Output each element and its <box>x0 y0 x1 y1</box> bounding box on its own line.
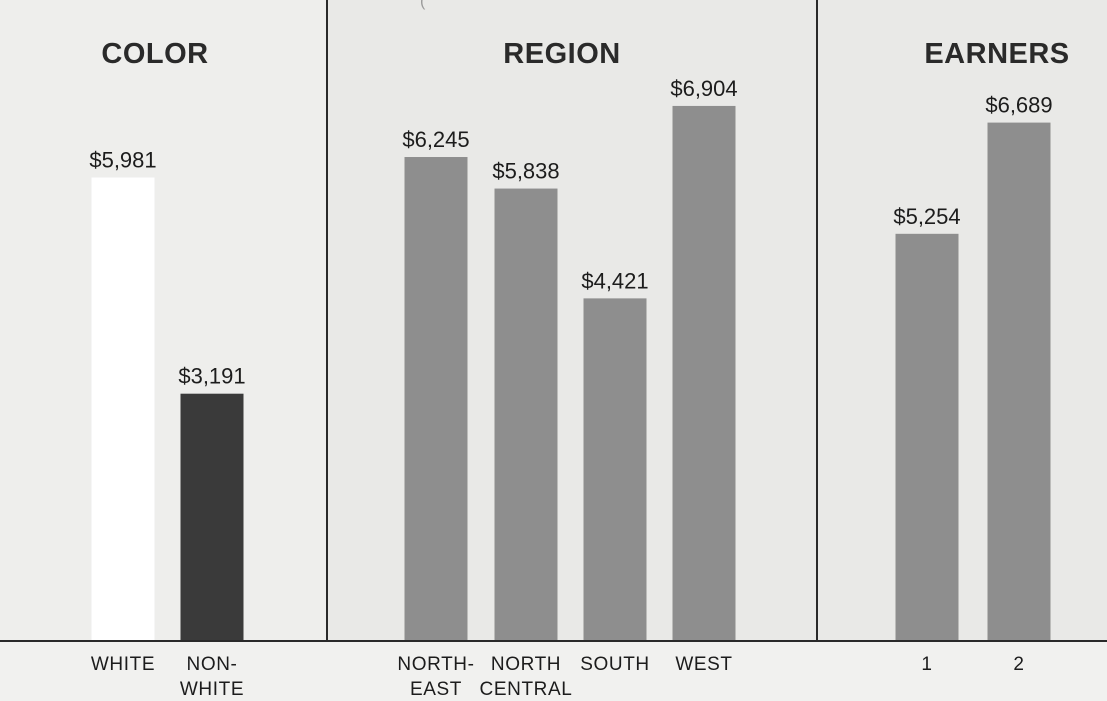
bar <box>987 122 1051 642</box>
value-label: $5,981 <box>89 147 156 172</box>
bar <box>494 188 558 641</box>
value-label: $6,245 <box>402 127 469 152</box>
tick-label: SOUTH <box>580 654 650 675</box>
panel-title-earners: EARNERS <box>924 38 1069 70</box>
panel-background <box>0 0 327 641</box>
tick-label: 1 <box>921 654 932 675</box>
value-label: $5,838 <box>492 159 559 184</box>
labels: ( COLOR $5,981 WHITE $3,191 NON- WHITE REGION $6… <box>89 0 1069 700</box>
value-label: $4,421 <box>581 268 648 293</box>
value-label: $3,191 <box>178 364 245 389</box>
value-label: $5,254 <box>893 204 960 229</box>
panel-title-region: REGION <box>503 38 620 70</box>
tick-label: 2 <box>1013 654 1024 675</box>
tick-label: WEST <box>675 654 732 675</box>
bar <box>404 157 468 641</box>
panel-title-color: COLOR <box>101 38 208 70</box>
bar <box>583 298 647 641</box>
bar <box>180 393 244 641</box>
tick-label: NORTH- <box>397 654 474 675</box>
bars <box>91 105 1051 642</box>
value-label: $6,689 <box>985 93 1052 118</box>
tick-label: NORTH <box>491 654 561 675</box>
top-note: ( <box>420 0 426 10</box>
axes <box>0 0 1107 642</box>
tick-label: CENTRAL <box>480 679 573 700</box>
panel-background <box>327 0 817 641</box>
bar <box>91 177 155 641</box>
tick-label: WHITE <box>180 679 244 700</box>
bar <box>672 105 736 641</box>
value-label: $6,904 <box>670 76 737 101</box>
bar <box>895 233 959 641</box>
tick-label: WHITE <box>91 654 155 675</box>
panel-background <box>817 0 1107 641</box>
tick-label: NON- <box>187 654 238 675</box>
tick-label: EAST <box>410 679 462 700</box>
